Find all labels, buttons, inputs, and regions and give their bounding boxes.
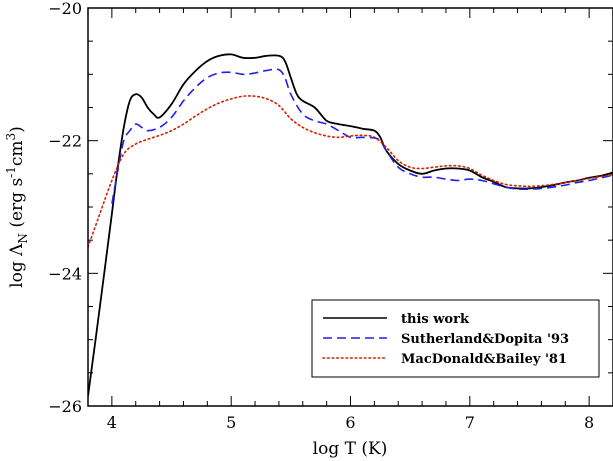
x-tick-label: 5 <box>226 413 236 432</box>
y-tick-label: −24 <box>48 264 82 283</box>
legend: this work Sutherland&Dopita '93 MacDonal… <box>312 300 599 377</box>
legend-label-this-work: this work <box>401 312 470 327</box>
x-tick-label: 6 <box>345 413 355 432</box>
y-axis-label-prefix: log Λ <box>7 243 27 288</box>
y-axis-label-exp1: -1 <box>4 166 18 178</box>
y-axis-label-units-close: ) <box>7 126 27 133</box>
y-axis-label-mid: cm <box>7 140 27 166</box>
y-axis-label-units-open: (erg s <box>7 178 27 233</box>
x-tick-label: 7 <box>465 413 475 432</box>
y-axis-label-exp2: 3 <box>4 133 18 141</box>
y-axis-label: log ΛN (erg s-1cm3) <box>4 126 30 288</box>
y-tick-label: −20 <box>48 0 82 18</box>
y-tick-label: −22 <box>48 132 82 151</box>
series-line-macdonald-bailey <box>88 96 613 247</box>
legend-label-macdonald-bailey: MacDonald&Bailey '81 <box>401 352 567 367</box>
x-tick-label: 8 <box>584 413 594 432</box>
legend-label-sutherland-dopita: Sutherland&Dopita '93 <box>401 332 569 347</box>
y-tick-label: −26 <box>48 397 82 416</box>
y-axis-label-subscript: N <box>16 233 30 244</box>
x-axis-label: log T (K) <box>313 439 388 459</box>
series-line-sutherland-dopita <box>112 69 613 203</box>
x-tick-label: 4 <box>107 413 117 432</box>
